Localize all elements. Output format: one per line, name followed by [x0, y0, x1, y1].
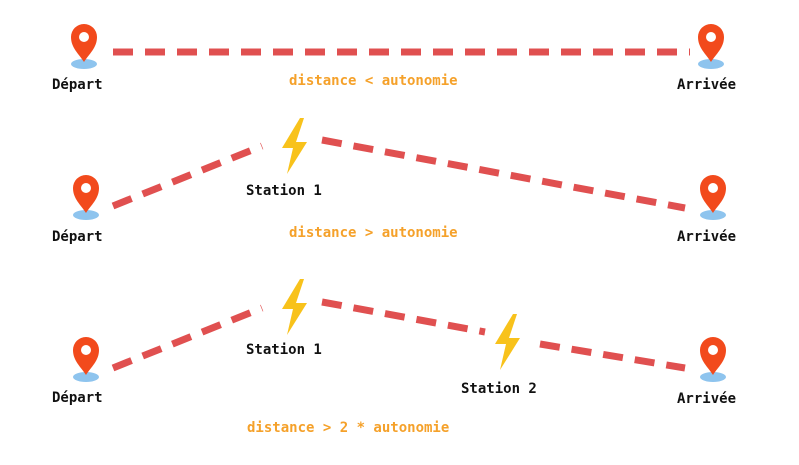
condition-label: distance < autonomie [289, 73, 458, 89]
station-label: Station 1 [246, 342, 322, 358]
scenario-3 [73, 279, 726, 382]
end-label: Arrivée [677, 229, 737, 245]
map-pin-icon [700, 337, 726, 382]
scenario-1 [71, 24, 724, 69]
map-pin-icon [700, 175, 726, 220]
start-label: Départ [52, 77, 103, 93]
end-label: Arrivée [677, 391, 737, 407]
route-line [321, 136, 686, 212]
start-label: Départ [52, 390, 103, 406]
map-pin-icon [698, 24, 724, 69]
map-pin-icon [73, 175, 99, 220]
end-label: Arrivée [677, 77, 737, 93]
route-line [111, 142, 264, 210]
lightning-bolt-icon [282, 279, 307, 335]
condition-label: distance > autonomie [289, 225, 458, 241]
lightning-bolt-icon [282, 118, 307, 174]
route-line [321, 298, 486, 336]
route-line [539, 340, 686, 372]
route-line [111, 304, 264, 372]
start-label: Départ [52, 229, 103, 245]
condition-label: distance > 2 * autonomie [247, 420, 450, 436]
map-pin-icon [71, 24, 97, 69]
station-label: Station 1 [246, 183, 322, 199]
station-label: Station 2 [461, 381, 537, 397]
map-pin-icon [73, 337, 99, 382]
scenario-2 [73, 118, 726, 220]
lightning-bolt-icon [495, 314, 520, 370]
